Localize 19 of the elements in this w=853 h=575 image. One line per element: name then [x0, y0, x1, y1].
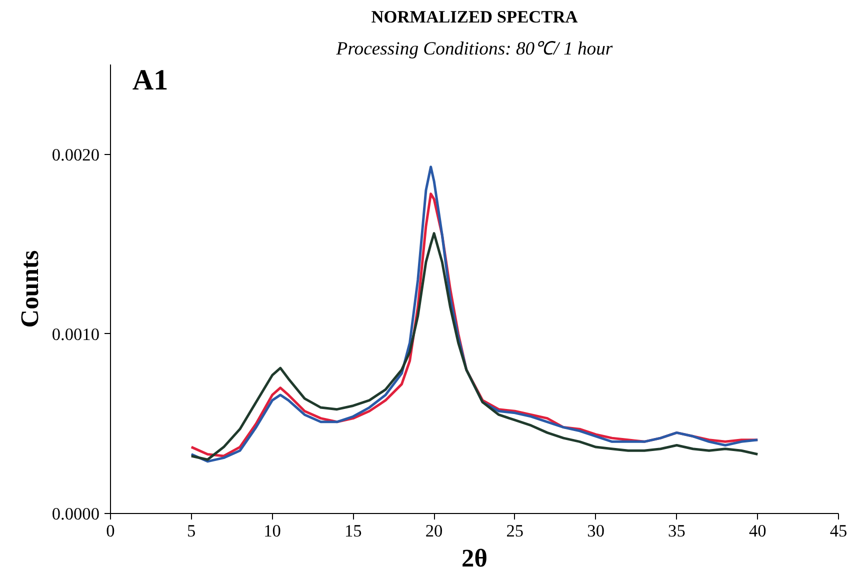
annotation: A1	[132, 64, 168, 96]
x-tick-label: 30	[587, 522, 604, 540]
x-axis-title: 2θ	[462, 544, 488, 572]
x-tick-label: 15	[344, 522, 362, 540]
x-tick-label: 25	[506, 522, 524, 540]
x-tick-label: 0	[106, 522, 115, 540]
x-tick-label: 35	[668, 522, 686, 540]
line-series	[190, 232, 759, 461]
chart-title: NORMALIZED SPECTRA	[371, 8, 578, 26]
x-tick-label: 20	[425, 522, 443, 540]
y-axis-title: Counts	[16, 250, 44, 328]
x-tick-label: 10	[264, 522, 281, 540]
x-tick-label: 5	[187, 522, 196, 540]
y-tick-label: 0.0020	[52, 145, 100, 164]
x-tick-label: 45	[830, 522, 848, 540]
y-tick-label: 0.0000	[52, 504, 100, 524]
x-tick-label: 40	[748, 522, 766, 540]
chart-subtitle: Processing Conditions: 80℃/ 1 hour	[335, 38, 614, 60]
y-tick-label: 0.0010	[52, 324, 100, 344]
